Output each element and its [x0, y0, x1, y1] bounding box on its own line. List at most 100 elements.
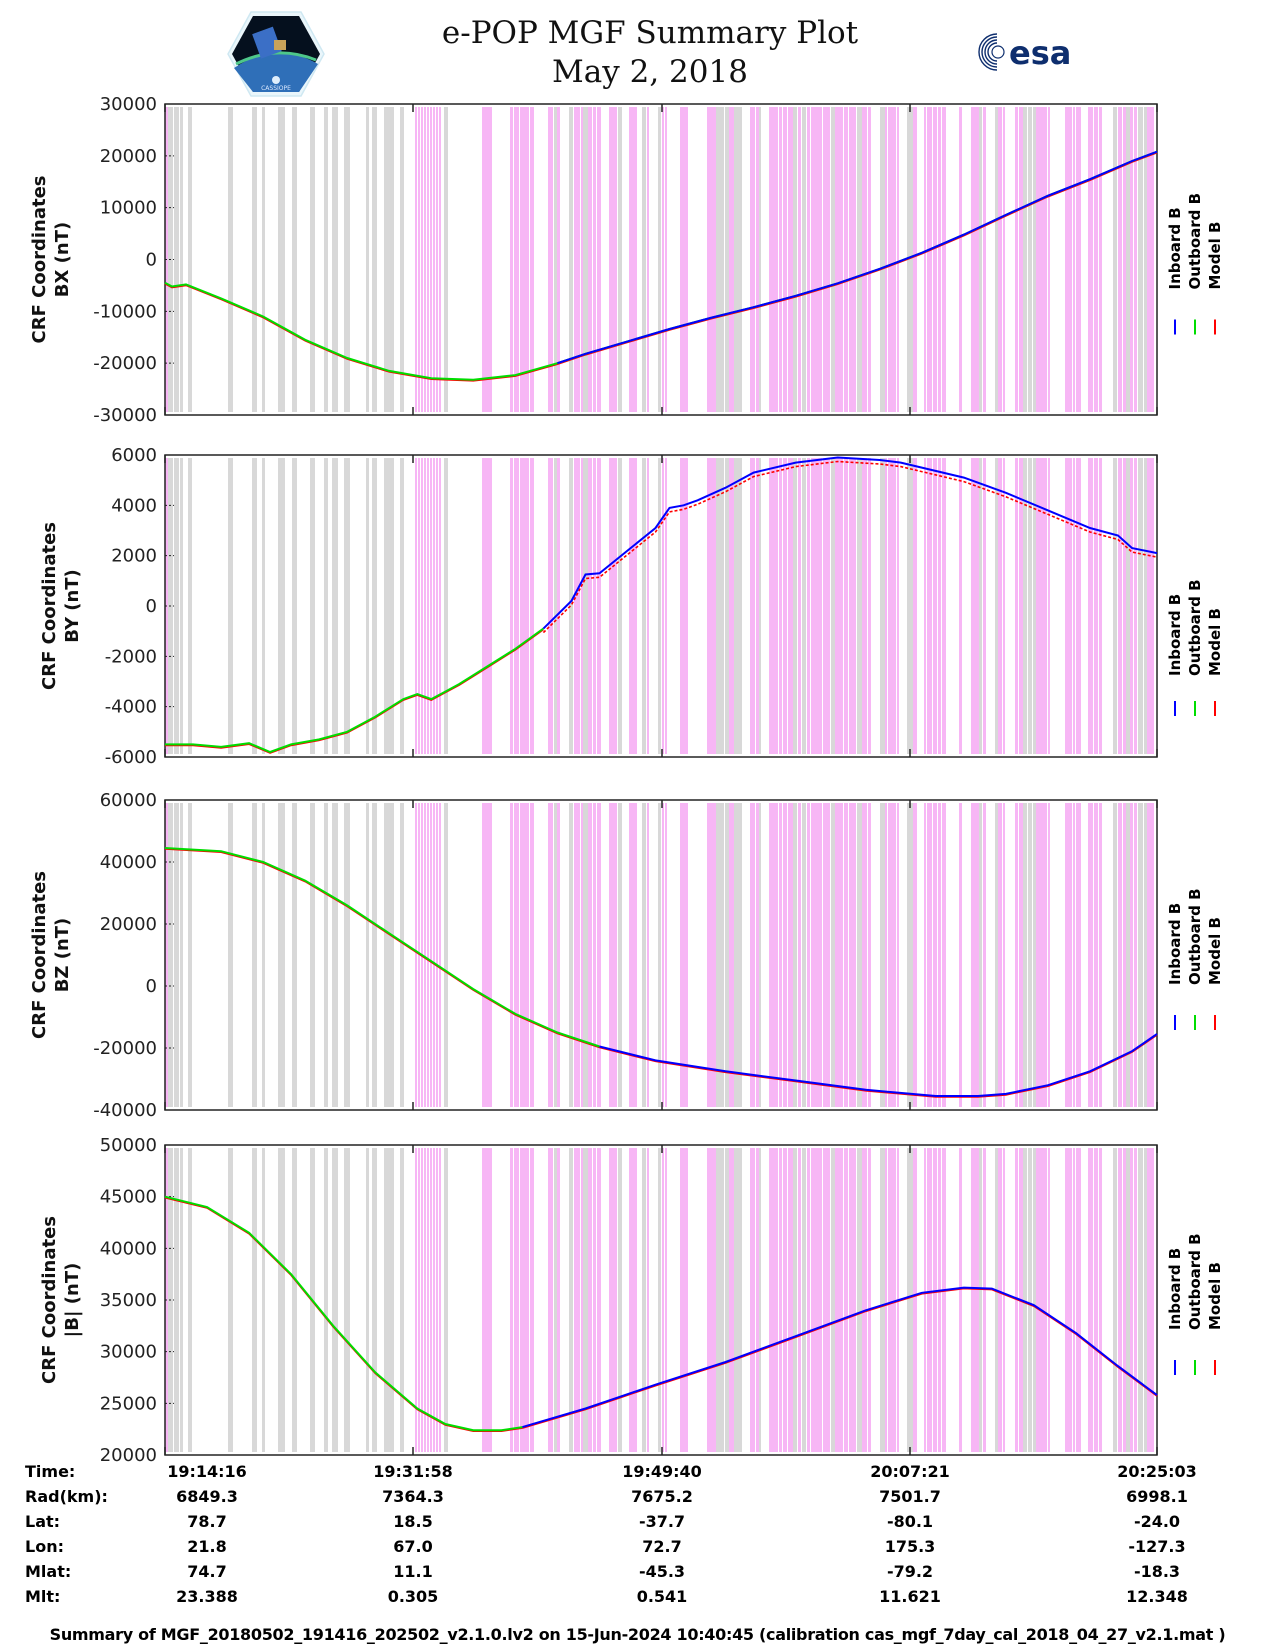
ephemeris-value: 67.0	[393, 1537, 433, 1556]
availability-stripe	[482, 1148, 492, 1452]
availability-stripe	[658, 458, 661, 754]
availability-stripe	[783, 458, 787, 754]
availability-stripe	[1023, 803, 1027, 1107]
availability-stripe	[1126, 1148, 1130, 1452]
legend: Inboard B Outboard B Model B	[1166, 1233, 1224, 1375]
availability-stripe	[729, 107, 734, 412]
y-axis-label-line2: |B| (nT)	[62, 1263, 83, 1338]
availability-stripe	[959, 803, 962, 1107]
availability-stripe	[658, 803, 661, 1107]
ephemeris-label: Mlat:	[25, 1562, 72, 1581]
availability-stripe	[530, 107, 534, 412]
availability-stripe	[581, 458, 583, 754]
availability-stripe	[180, 107, 183, 412]
availability-stripe	[618, 803, 622, 1107]
availability-stripe	[927, 803, 932, 1107]
availability-stripe	[642, 803, 646, 1107]
availability-stripe	[278, 458, 285, 754]
availability-stripe	[716, 803, 719, 1107]
y-tick-label: 40000	[100, 1238, 157, 1259]
availability-stripe	[933, 803, 937, 1107]
availability-stripe	[510, 458, 513, 754]
availability-stripe	[400, 1148, 404, 1452]
availability-stripe	[959, 107, 962, 412]
legend: Inboard B Outboard B Model B	[1166, 193, 1224, 335]
availability-stripe	[707, 458, 710, 754]
availability-stripe	[618, 107, 622, 412]
ephemeris-value: 7675.2	[631, 1487, 693, 1506]
availability-stripe	[713, 1148, 716, 1452]
availability-stripe	[372, 107, 377, 412]
legend-label: Inboard B	[1166, 594, 1184, 676]
availability-stripe	[710, 1148, 713, 1452]
availability-stripe	[839, 107, 843, 412]
availability-stripe	[888, 803, 891, 1107]
availability-stripe	[793, 107, 797, 412]
availability-stripe	[1019, 458, 1023, 754]
availability-stripe	[710, 803, 713, 1107]
title-line-2: May 2, 2018	[552, 54, 748, 90]
availability-stripe	[938, 458, 941, 754]
availability-stripe	[907, 803, 911, 1107]
availability-stripe	[647, 1148, 649, 1452]
availability-stripe	[888, 1148, 891, 1452]
availability-stripe	[793, 1148, 797, 1452]
ephemeris-value: 7364.3	[382, 1487, 444, 1506]
availability-stripe	[1088, 1148, 1093, 1452]
legend-label: Model B	[1206, 917, 1224, 985]
availability-stripe	[793, 458, 797, 754]
availability-stripe	[913, 458, 917, 754]
availability-stripe	[1068, 458, 1072, 754]
availability-stripe	[554, 458, 557, 754]
availability-stripe	[791, 1148, 793, 1452]
availability-stripe	[835, 803, 839, 1107]
availability-stripe	[1076, 1148, 1081, 1452]
availability-stripe	[680, 803, 684, 1107]
availability-stripe	[716, 107, 719, 412]
availability-stripe	[388, 458, 394, 754]
availability-stripe	[769, 1148, 773, 1452]
availability-stripe	[1068, 803, 1072, 1107]
availability-stripe	[868, 1148, 871, 1452]
y-axis-label-line1: CRF Coordinates	[29, 176, 50, 344]
availability-stripe	[998, 458, 1002, 754]
availability-stripe	[814, 458, 819, 754]
availability-stripe	[868, 107, 871, 412]
availability-stripe	[1134, 803, 1137, 1107]
availability-stripe	[1033, 107, 1036, 412]
availability-stripe	[228, 1148, 233, 1452]
availability-stripe	[788, 107, 791, 412]
availability-stripe	[588, 1148, 592, 1452]
y-tick-label: 60000	[100, 790, 157, 811]
availability-stripe	[1003, 1148, 1005, 1452]
availability-stripe	[1073, 803, 1075, 1107]
availability-stripe	[791, 458, 793, 754]
availability-stripe	[897, 458, 899, 754]
availability-stripe	[427, 803, 429, 1107]
availability-stripe	[831, 107, 835, 412]
availability-stripe	[942, 107, 946, 412]
availability-stripe	[819, 803, 822, 1107]
availability-stripe	[933, 458, 937, 754]
availability-stripe	[444, 1148, 448, 1452]
y-tick-label: -20000	[93, 353, 157, 374]
availability-stripe	[574, 458, 577, 754]
availability-stripe	[597, 107, 601, 412]
availability-stripe	[802, 803, 806, 1107]
availability-stripe	[798, 107, 801, 412]
availability-stripe	[180, 803, 183, 1107]
availability-stripe	[174, 107, 179, 412]
availability-stripe	[424, 107, 426, 412]
availability-stripe	[779, 107, 782, 412]
availability-stripe	[849, 458, 853, 754]
availability-stripe	[633, 107, 637, 412]
ephemeris-label: Mlt:	[25, 1587, 61, 1606]
availability-stripe	[609, 1148, 612, 1452]
availability-stripe	[514, 107, 519, 412]
availability-stripe	[574, 107, 577, 412]
availability-stripe	[713, 803, 716, 1107]
availability-stripe	[662, 803, 664, 1107]
availability-stripe	[665, 107, 667, 412]
availability-stripe	[228, 803, 233, 1107]
availability-stripe	[759, 107, 761, 412]
